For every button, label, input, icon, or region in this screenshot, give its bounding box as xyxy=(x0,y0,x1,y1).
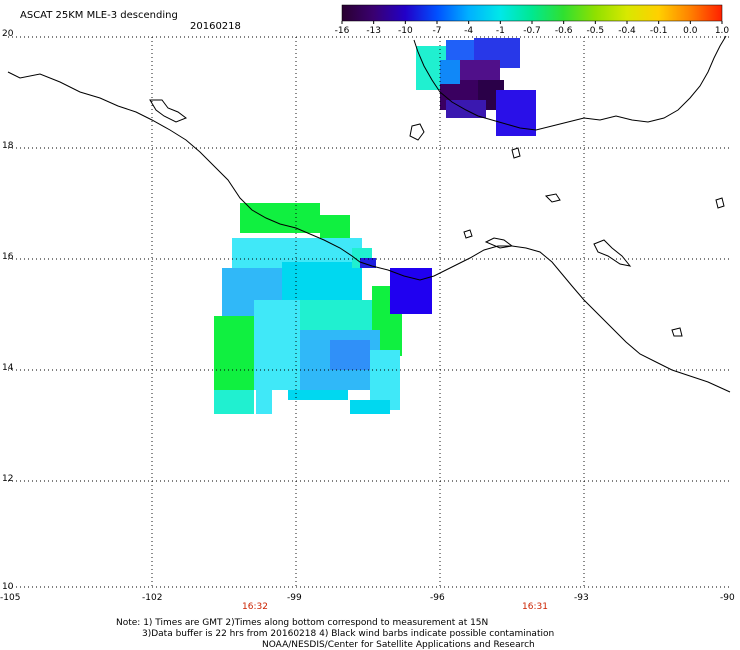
mle-swath-cells xyxy=(214,38,536,414)
island-outline-2 xyxy=(544,193,561,203)
colorbar-tick-label: -0.5 xyxy=(587,26,605,36)
colorbar-gradient xyxy=(341,4,723,22)
mle-cell xyxy=(446,100,486,118)
colorbar-tick-label: -4 xyxy=(464,26,473,36)
lat-label-20: 20 xyxy=(2,29,14,39)
lat-label-18: 18 xyxy=(2,141,14,151)
lon-label-90: -90 xyxy=(720,593,735,603)
colorbar-tick-label: -1 xyxy=(496,26,505,36)
lat-label-14: 14 xyxy=(2,363,14,373)
lat-label-12: 12 xyxy=(2,474,13,484)
lon-label-102: -102 xyxy=(142,593,162,603)
map-title: ASCAT 25KM MLE-3 descending xyxy=(20,10,178,21)
colorbar-tick-label: -10 xyxy=(398,26,413,36)
colorbar-tick-label: 0.0 xyxy=(683,26,698,36)
mle-cell xyxy=(440,60,460,84)
mle-cell xyxy=(214,390,254,414)
mle-cell xyxy=(496,90,536,136)
mle-cell xyxy=(360,258,376,268)
mle-cell xyxy=(240,203,320,233)
island-outline-4 xyxy=(671,327,683,337)
latitude-labels: 20 18 16 14 12 10 xyxy=(2,29,14,592)
swath-time-1: 16:32 xyxy=(242,602,268,612)
mle-cell xyxy=(330,340,370,370)
mle-cell xyxy=(390,268,432,314)
longitude-labels: -105 -102 -99 -96 -93 -90 xyxy=(0,593,735,603)
colorbar: -16 -13 -10 -7 -4 -1 -0.7 -0.6 -0.5 -0.4 -0.1 0.0 1.… xyxy=(335,4,730,36)
island-outline-6 xyxy=(511,147,521,159)
lon-label-96: -96 xyxy=(430,593,445,603)
lon-label-105: -105 xyxy=(0,593,20,603)
lake-outline-3 xyxy=(593,239,632,267)
mle-cell xyxy=(254,300,304,390)
swath-time-2: 16:31 xyxy=(522,602,548,612)
colorbar-tick-label: -0.4 xyxy=(618,26,636,36)
mle-cell xyxy=(288,390,348,400)
map-date: 20160218 xyxy=(190,21,241,32)
graticule xyxy=(8,36,730,588)
colorbar-tick-label: -0.7 xyxy=(523,26,541,36)
lat-label-10: 10 xyxy=(2,582,14,592)
note-line-1: Note: 1) Times are GMT 2)Times along bot… xyxy=(116,618,488,628)
mle-cell xyxy=(214,316,254,396)
mexico-pacific-coastline xyxy=(7,71,731,393)
lon-label-99: -99 xyxy=(287,593,302,603)
lake-outline xyxy=(149,99,188,123)
colorbar-tick-label: -13 xyxy=(366,26,381,36)
gulf-coastline xyxy=(413,35,727,131)
lon-label-93: -93 xyxy=(574,593,589,603)
colorbar-tick-label: -0.6 xyxy=(555,26,573,36)
colorbar-tick-label: 1.0 xyxy=(715,26,730,36)
mle-cell xyxy=(350,400,390,414)
lake-outline-2 xyxy=(484,237,514,249)
colorbar-tick-label: -0.1 xyxy=(650,26,668,36)
island-outline xyxy=(409,123,425,141)
mle-cell xyxy=(256,390,272,414)
mle-cell xyxy=(320,215,350,240)
mle-cell xyxy=(282,262,362,302)
island-outline-3 xyxy=(463,229,473,239)
island-outline-5 xyxy=(715,197,725,209)
note-line-3: NOAA/NESDIS/Center for Satellite Applica… xyxy=(262,640,535,650)
lat-label-16: 16 xyxy=(2,252,14,262)
colorbar-tick-label: -16 xyxy=(335,26,350,36)
note-line-2: 3)Data buffer is 22 hrs from 20160218 4)… xyxy=(142,629,554,639)
colorbar-tick-label: -7 xyxy=(433,26,442,36)
coastline xyxy=(7,35,731,393)
